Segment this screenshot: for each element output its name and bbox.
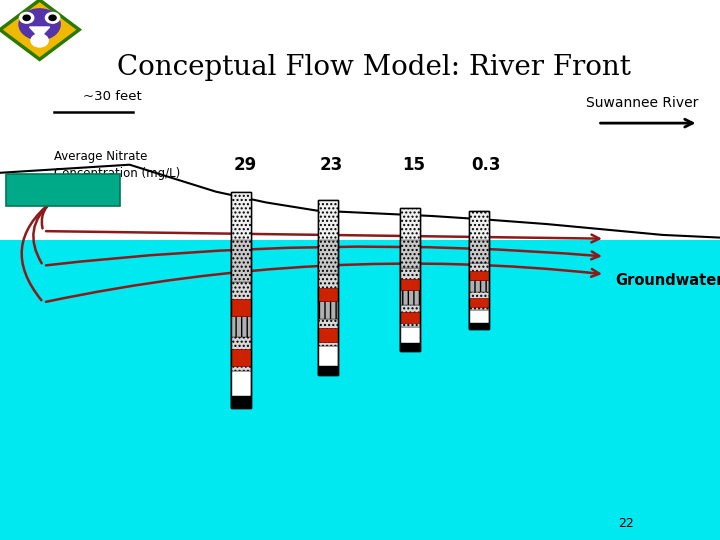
Bar — [400, 279, 420, 290]
FancyBboxPatch shape — [6, 174, 120, 206]
Bar — [318, 287, 338, 301]
Bar — [231, 371, 251, 396]
Bar — [318, 346, 338, 366]
Bar — [318, 200, 338, 375]
Bar — [231, 299, 251, 315]
Text: Suwannee River: Suwannee River — [586, 96, 698, 110]
Bar — [469, 211, 489, 329]
Text: 22: 22 — [618, 517, 634, 530]
Circle shape — [19, 9, 60, 40]
Bar — [469, 211, 489, 329]
Bar — [231, 338, 251, 371]
Polygon shape — [30, 27, 50, 38]
Bar — [231, 240, 251, 282]
Circle shape — [31, 34, 48, 47]
Bar — [400, 208, 420, 240]
Bar — [231, 282, 251, 315]
Circle shape — [49, 15, 56, 21]
Text: 23: 23 — [320, 156, 343, 174]
Bar — [318, 200, 338, 375]
Bar — [318, 366, 338, 375]
Bar — [400, 208, 420, 351]
Bar — [400, 268, 420, 290]
Circle shape — [19, 12, 34, 23]
Polygon shape — [0, 240, 720, 540]
Text: 29: 29 — [233, 156, 256, 174]
Bar — [400, 312, 420, 323]
Bar — [231, 192, 251, 240]
Bar — [469, 323, 489, 329]
Bar — [469, 298, 489, 307]
Polygon shape — [0, 0, 720, 238]
Bar — [231, 396, 251, 408]
Text: Drainfield: Drainfield — [22, 184, 97, 197]
Bar — [400, 305, 420, 327]
Bar — [469, 211, 489, 240]
Bar — [318, 319, 338, 346]
Text: 0.3: 0.3 — [472, 156, 500, 174]
Text: ~30 feet: ~30 feet — [83, 90, 142, 103]
Text: Conceptual Flow Model: River Front: Conceptual Flow Model: River Front — [117, 54, 631, 81]
Bar — [469, 280, 489, 292]
Bar — [318, 328, 338, 342]
Bar — [469, 272, 489, 280]
Text: Groundwater: Groundwater — [616, 273, 720, 288]
Bar — [400, 290, 420, 305]
Bar — [318, 301, 338, 319]
Bar — [318, 274, 338, 301]
Bar — [231, 349, 251, 366]
Bar — [469, 292, 489, 310]
Text: 15: 15 — [402, 156, 426, 174]
Text: Average Nitrate
Concentration (mg/L): Average Nitrate Concentration (mg/L) — [54, 150, 180, 180]
Bar — [400, 343, 420, 351]
Bar — [469, 310, 489, 323]
Bar — [400, 240, 420, 268]
Bar — [318, 240, 338, 274]
Bar — [400, 327, 420, 343]
Bar — [400, 208, 420, 351]
Bar — [231, 192, 251, 408]
Circle shape — [23, 15, 30, 21]
Bar — [231, 192, 251, 408]
Bar — [469, 262, 489, 280]
Bar — [469, 240, 489, 262]
Polygon shape — [0, 0, 79, 59]
Bar — [231, 315, 251, 338]
Circle shape — [45, 12, 60, 23]
Bar — [318, 200, 338, 240]
